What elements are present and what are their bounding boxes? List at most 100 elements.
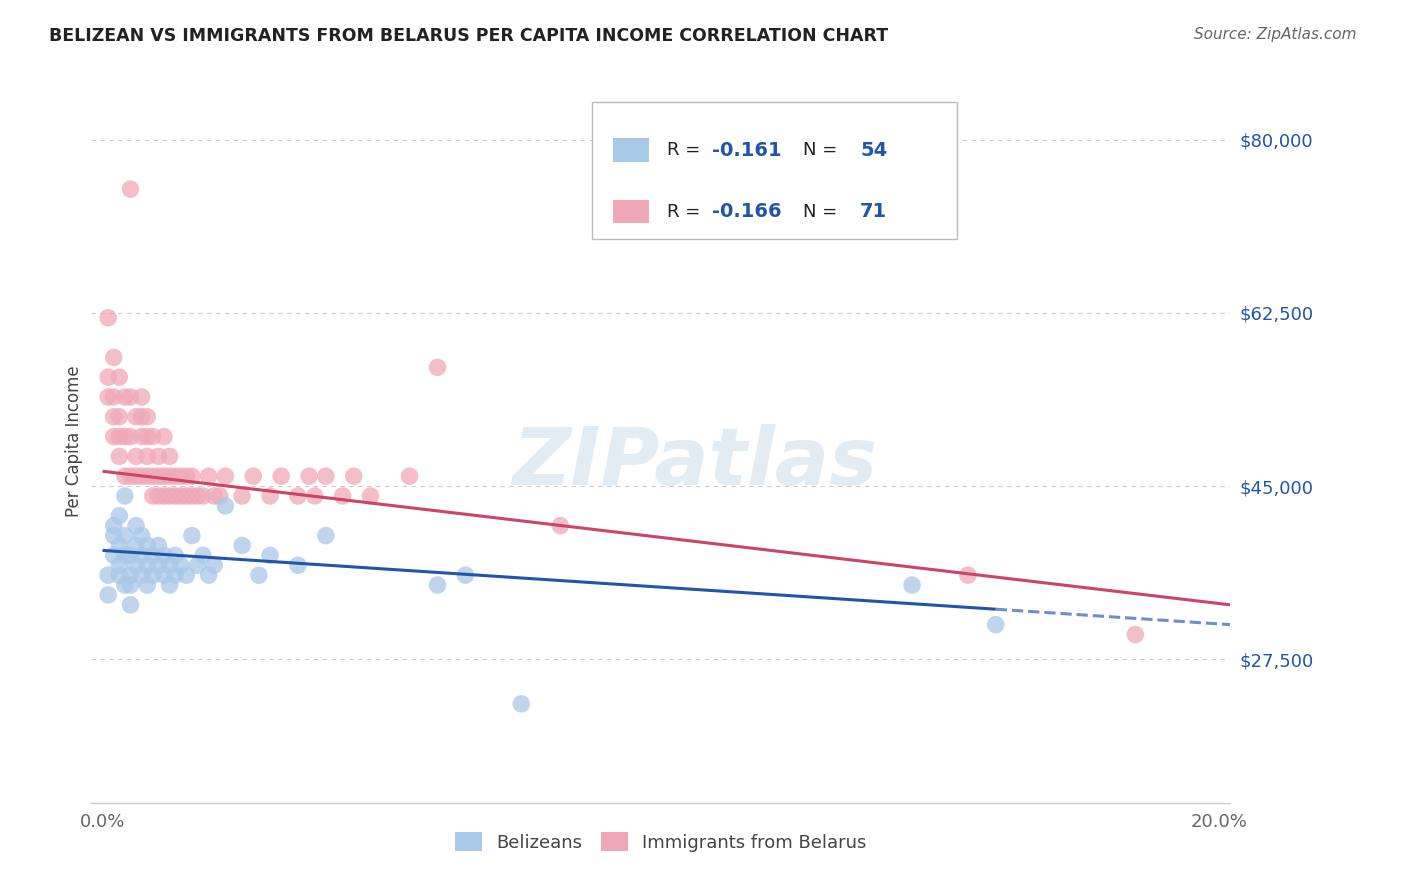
Bar (613, 138, 650, 161)
Point (214, 469, 236, 483)
Point (159, 578, 181, 592)
Point (259, 549, 281, 563)
Text: Source: ZipAtlas.com: Source: ZipAtlas.com (1194, 27, 1357, 42)
Point (304, 489, 326, 503)
Point (131, 409, 153, 424)
Point (148, 489, 170, 503)
Point (270, 469, 292, 483)
Point (231, 489, 253, 503)
Point (131, 390, 153, 404)
Point (214, 499, 236, 513)
Point (136, 409, 159, 424)
Point (142, 429, 165, 443)
Point (108, 370, 131, 384)
Point (136, 539, 159, 553)
Point (103, 549, 125, 563)
Point (332, 489, 354, 503)
Point (153, 489, 176, 503)
Point (114, 549, 136, 563)
Point (153, 568, 176, 582)
Point (142, 469, 165, 483)
Point (360, 489, 382, 503)
Point (180, 528, 202, 542)
Point (148, 558, 170, 573)
Point (170, 558, 193, 573)
Point (197, 469, 219, 483)
Point (114, 469, 136, 483)
Point (165, 568, 187, 582)
Point (202, 489, 225, 503)
Point (231, 539, 253, 553)
Point (174, 489, 197, 503)
Point (142, 568, 165, 582)
Point (108, 558, 131, 573)
Point (114, 489, 136, 503)
Point (136, 578, 159, 592)
Point (125, 558, 148, 573)
Point (108, 539, 131, 553)
Point (103, 518, 125, 533)
Point (159, 469, 181, 483)
Point (315, 528, 337, 542)
Point (208, 489, 231, 503)
Point (103, 409, 125, 424)
Point (136, 429, 159, 443)
Point (125, 409, 148, 424)
Bar (613, 200, 650, 223)
Point (114, 578, 136, 592)
Point (131, 549, 153, 563)
Point (120, 598, 142, 612)
Point (125, 450, 148, 464)
Point (247, 568, 270, 582)
Point (131, 528, 153, 542)
Point (108, 568, 131, 582)
Point (120, 429, 142, 443)
Point (180, 469, 202, 483)
Point (125, 518, 148, 533)
Point (165, 469, 187, 483)
Point (108, 508, 131, 523)
Text: 71: 71 (860, 202, 887, 221)
Point (191, 549, 214, 563)
Point (114, 429, 136, 443)
Point (120, 469, 142, 483)
Point (114, 390, 136, 404)
Point (298, 469, 321, 483)
Legend: Belizeans, Immigrants from Belarus: Belizeans, Immigrants from Belarus (449, 825, 873, 859)
Point (398, 469, 420, 483)
Point (148, 450, 170, 464)
Bar (592, 102, 957, 239)
Point (108, 429, 131, 443)
Point (97, 310, 120, 325)
Point (186, 489, 208, 503)
Point (510, 697, 533, 711)
Point (97, 390, 120, 404)
Point (108, 450, 131, 464)
Point (148, 539, 170, 553)
Text: BELIZEAN VS IMMIGRANTS FROM BELARUS PER CAPITA INCOME CORRELATION CHART: BELIZEAN VS IMMIGRANTS FROM BELARUS PER … (49, 27, 889, 45)
Point (136, 469, 159, 483)
Point (259, 489, 281, 503)
Point (103, 351, 125, 365)
Point (103, 429, 125, 443)
Point (454, 568, 477, 582)
Point (165, 489, 187, 503)
Point (197, 568, 219, 582)
Point (242, 469, 264, 483)
Text: -0.166: -0.166 (711, 202, 782, 221)
Point (180, 489, 202, 503)
Point (148, 469, 170, 483)
Point (97, 588, 120, 602)
Point (153, 549, 176, 563)
Point (103, 528, 125, 542)
Point (343, 469, 366, 483)
Text: ZIPatlas: ZIPatlas (512, 425, 877, 502)
Point (159, 558, 181, 573)
Point (108, 409, 131, 424)
Point (142, 549, 165, 563)
Point (174, 568, 197, 582)
Point (97, 370, 120, 384)
Point (97, 568, 120, 582)
Point (202, 558, 225, 573)
Point (120, 549, 142, 563)
